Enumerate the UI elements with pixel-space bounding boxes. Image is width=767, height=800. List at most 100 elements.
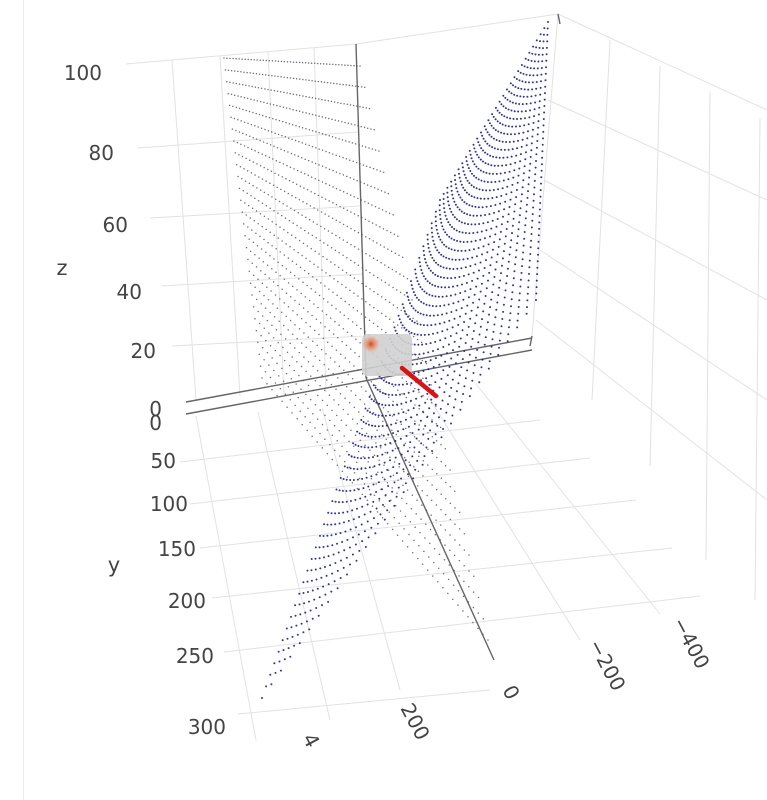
data-point (521, 80, 524, 83)
data-point (494, 268, 497, 271)
data-point (322, 337, 325, 340)
data-point (486, 251, 489, 254)
data-point (427, 351, 430, 354)
data-point (258, 290, 261, 293)
data-point (536, 273, 539, 276)
data-point (530, 239, 533, 242)
data-point (349, 104, 352, 106)
data-point (473, 575, 475, 577)
data-point (494, 129, 497, 131)
data-point (244, 180, 247, 182)
data-point (260, 248, 263, 250)
data-point (308, 96, 310, 98)
data-point (523, 231, 526, 233)
data-point (276, 90, 279, 92)
data-point (477, 247, 480, 249)
data-point (422, 410, 424, 413)
data-point (467, 325, 470, 328)
data-point (277, 60, 280, 62)
data-point (254, 86, 257, 88)
data-point (412, 307, 415, 310)
data-point (361, 282, 363, 285)
data-point (483, 302, 486, 305)
data-point (339, 311, 341, 313)
data-point (383, 246, 385, 248)
data-point (397, 314, 400, 317)
data-point (321, 423, 324, 426)
data-point (524, 110, 527, 113)
data-point (324, 213, 326, 215)
data-point (525, 73, 528, 76)
data-point (237, 95, 239, 97)
data-point (486, 181, 489, 183)
data-point (485, 171, 488, 174)
data-point (471, 337, 474, 340)
data-point (495, 156, 498, 159)
data-point (471, 160, 474, 163)
data-point (350, 211, 352, 213)
data-point (305, 321, 307, 324)
marker-glow (362, 335, 380, 353)
data-point (382, 227, 385, 230)
data-point (295, 263, 298, 266)
data-point (306, 569, 309, 572)
data-point (327, 583, 330, 586)
data-point (337, 280, 339, 283)
data-point (316, 418, 319, 420)
data-point (450, 237, 453, 240)
data-point (325, 167, 327, 169)
data-point (267, 129, 270, 132)
data-point (311, 589, 314, 592)
data-point (374, 532, 377, 535)
data-point (350, 390, 352, 392)
data-point (449, 518, 452, 521)
data-point (413, 370, 416, 373)
data-point (283, 229, 285, 231)
data-point (514, 85, 517, 88)
data-point (317, 209, 319, 211)
data-point (455, 187, 458, 190)
data-point (276, 394, 278, 397)
data-point (343, 465, 346, 468)
data-point (495, 261, 498, 263)
data-point (404, 459, 407, 462)
data-point (246, 97, 249, 100)
data-point (384, 451, 386, 454)
data-point (253, 59, 255, 61)
data-point (367, 485, 370, 488)
data-point (365, 235, 367, 238)
data-point (359, 65, 361, 67)
data-point (382, 406, 385, 409)
data-point (282, 346, 284, 349)
data-point (511, 224, 514, 227)
data-point (324, 285, 326, 287)
data-point (345, 140, 347, 142)
y-tick-label: 100 (150, 492, 188, 516)
data-point (257, 200, 260, 202)
data-point (383, 478, 386, 481)
data-point (391, 490, 394, 493)
data-point (294, 404, 296, 407)
data-point (473, 364, 476, 367)
data-point (364, 407, 367, 410)
data-point (422, 245, 425, 248)
data-point (517, 70, 520, 73)
data-point (438, 251, 440, 254)
data-point (461, 358, 464, 361)
data-point (359, 341, 361, 344)
data-point (436, 314, 439, 317)
data-point (378, 497, 381, 500)
data-point (516, 326, 519, 329)
data-point (444, 360, 447, 363)
data-point (392, 400, 394, 403)
data-point (334, 263, 336, 266)
data-point (501, 187, 504, 190)
data-point (317, 194, 320, 197)
data-point (417, 299, 420, 301)
data-point (440, 221, 443, 224)
data-point (357, 248, 360, 250)
data-point (361, 298, 363, 300)
data-point (284, 338, 287, 340)
